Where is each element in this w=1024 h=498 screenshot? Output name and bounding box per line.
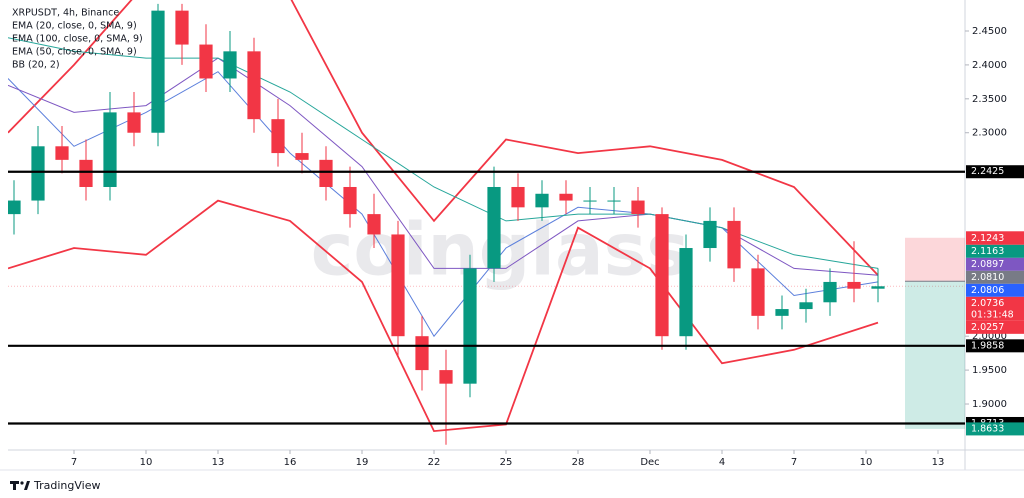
legend-entry: EMA (50, close, 0, SMA, 9) [12, 47, 137, 58]
candle-body [631, 200, 645, 215]
candle-body [823, 281, 837, 303]
price-tag-label: 2.0810 [971, 272, 1004, 283]
target-zone [905, 281, 965, 429]
price-tag-label: 2.1163 [971, 246, 1004, 257]
candle-body [367, 214, 381, 235]
y-tick-label: 2.0000 [972, 331, 1007, 342]
candle-body [175, 10, 189, 45]
candle-body [559, 193, 573, 201]
y-tick-label: 1.9500 [972, 365, 1007, 376]
price-tag-label: 2.0257 [971, 322, 1004, 333]
price-tag [966, 270, 1024, 284]
candle-body [319, 159, 333, 187]
x-tick-label: 7 [791, 457, 797, 468]
price-tag [966, 320, 1024, 334]
x-tick-label: 4 [719, 457, 725, 468]
candle-body [247, 51, 261, 120]
candle-body [487, 186, 501, 269]
candle-body [751, 268, 765, 316]
x-tick-label: 19 [356, 457, 369, 468]
candle-body [295, 153, 309, 160]
candle-body [727, 220, 741, 269]
price-tag [966, 283, 1024, 297]
candle-body [535, 193, 549, 208]
x-tick-label: 7 [71, 457, 77, 468]
price-tag-label: 2.1243 [971, 233, 1004, 244]
x-tick-label: Dec [640, 457, 659, 468]
candle-body [223, 51, 237, 79]
candle-body [8, 200, 21, 215]
candle-body [655, 214, 669, 337]
y-tick-label: 2.4000 [972, 60, 1007, 71]
price-tag [966, 231, 1024, 245]
x-tick-label: 22 [428, 457, 441, 468]
legend-entry: EMA (20, close, 0, SMA, 9) [12, 21, 137, 32]
legend-entry: EMA (100, close, 0, SMA, 9) [12, 34, 143, 45]
price-tag [966, 244, 1024, 258]
candle-body [463, 268, 477, 384]
y-tick-label: 2.3500 [972, 94, 1007, 105]
tradingview-logo [10, 481, 30, 490]
level-tag [966, 165, 1024, 179]
candle-body [343, 186, 357, 215]
countdown: 01:31:48 [971, 309, 1014, 320]
candle-body [775, 309, 789, 316]
price-tag-label: 2.0897 [971, 259, 1004, 270]
price-tag-label: 2.0806 [971, 285, 1004, 296]
x-tick-label: 28 [572, 457, 585, 468]
price-tag [966, 422, 1024, 436]
y-tick-label: 1.9000 [972, 399, 1007, 410]
candle-body [151, 10, 165, 133]
x-tick-label: 13 [212, 457, 225, 468]
candle-body [199, 44, 213, 79]
x-tick-label: 25 [500, 457, 513, 468]
candle-body [847, 281, 861, 289]
ema-line [8, 37, 879, 269]
level-tag-label: 2.2425 [971, 166, 1004, 177]
legend-entry: BB (20, 2) [12, 60, 60, 71]
level-tag-label: 1.9858 [971, 340, 1004, 351]
candle-body [55, 146, 69, 160]
candle-body [607, 200, 621, 202]
price-tag-label: 1.8633 [971, 423, 1004, 434]
footer-brand: TradingView [33, 479, 100, 492]
price-tag-label: 2.0736 [971, 298, 1004, 309]
candle-body [703, 220, 717, 249]
x-tick-label: 10 [860, 457, 873, 468]
level-tag [966, 339, 1024, 353]
plot-area [8, 0, 965, 445]
stop-zone [905, 237, 965, 282]
candle-body [271, 119, 285, 154]
y-tick-label: 2.3000 [972, 128, 1007, 139]
x-tick-label: 16 [284, 457, 297, 468]
legend-title: XRPUSDT, 4h, Binance [12, 8, 119, 19]
candle-body [79, 159, 93, 187]
candle-body [391, 234, 405, 337]
y-tick-label: 2.4500 [972, 26, 1007, 37]
bollinger-lower [8, 199, 879, 433]
candle-body [871, 286, 885, 289]
candle-body [511, 186, 525, 208]
candle-body [439, 370, 453, 384]
candle-body [103, 112, 117, 187]
candle-body [679, 248, 693, 337]
price-tag [966, 296, 1024, 321]
candle-body [127, 112, 141, 133]
candle-body [31, 146, 45, 201]
x-tick-label: 10 [140, 457, 153, 468]
candle-body [415, 336, 429, 371]
bollinger-upper [8, 0, 879, 276]
candle-body [583, 200, 597, 202]
x-tick-label: 13 [932, 457, 945, 468]
price-tag [966, 257, 1024, 271]
candle-body [799, 302, 813, 310]
